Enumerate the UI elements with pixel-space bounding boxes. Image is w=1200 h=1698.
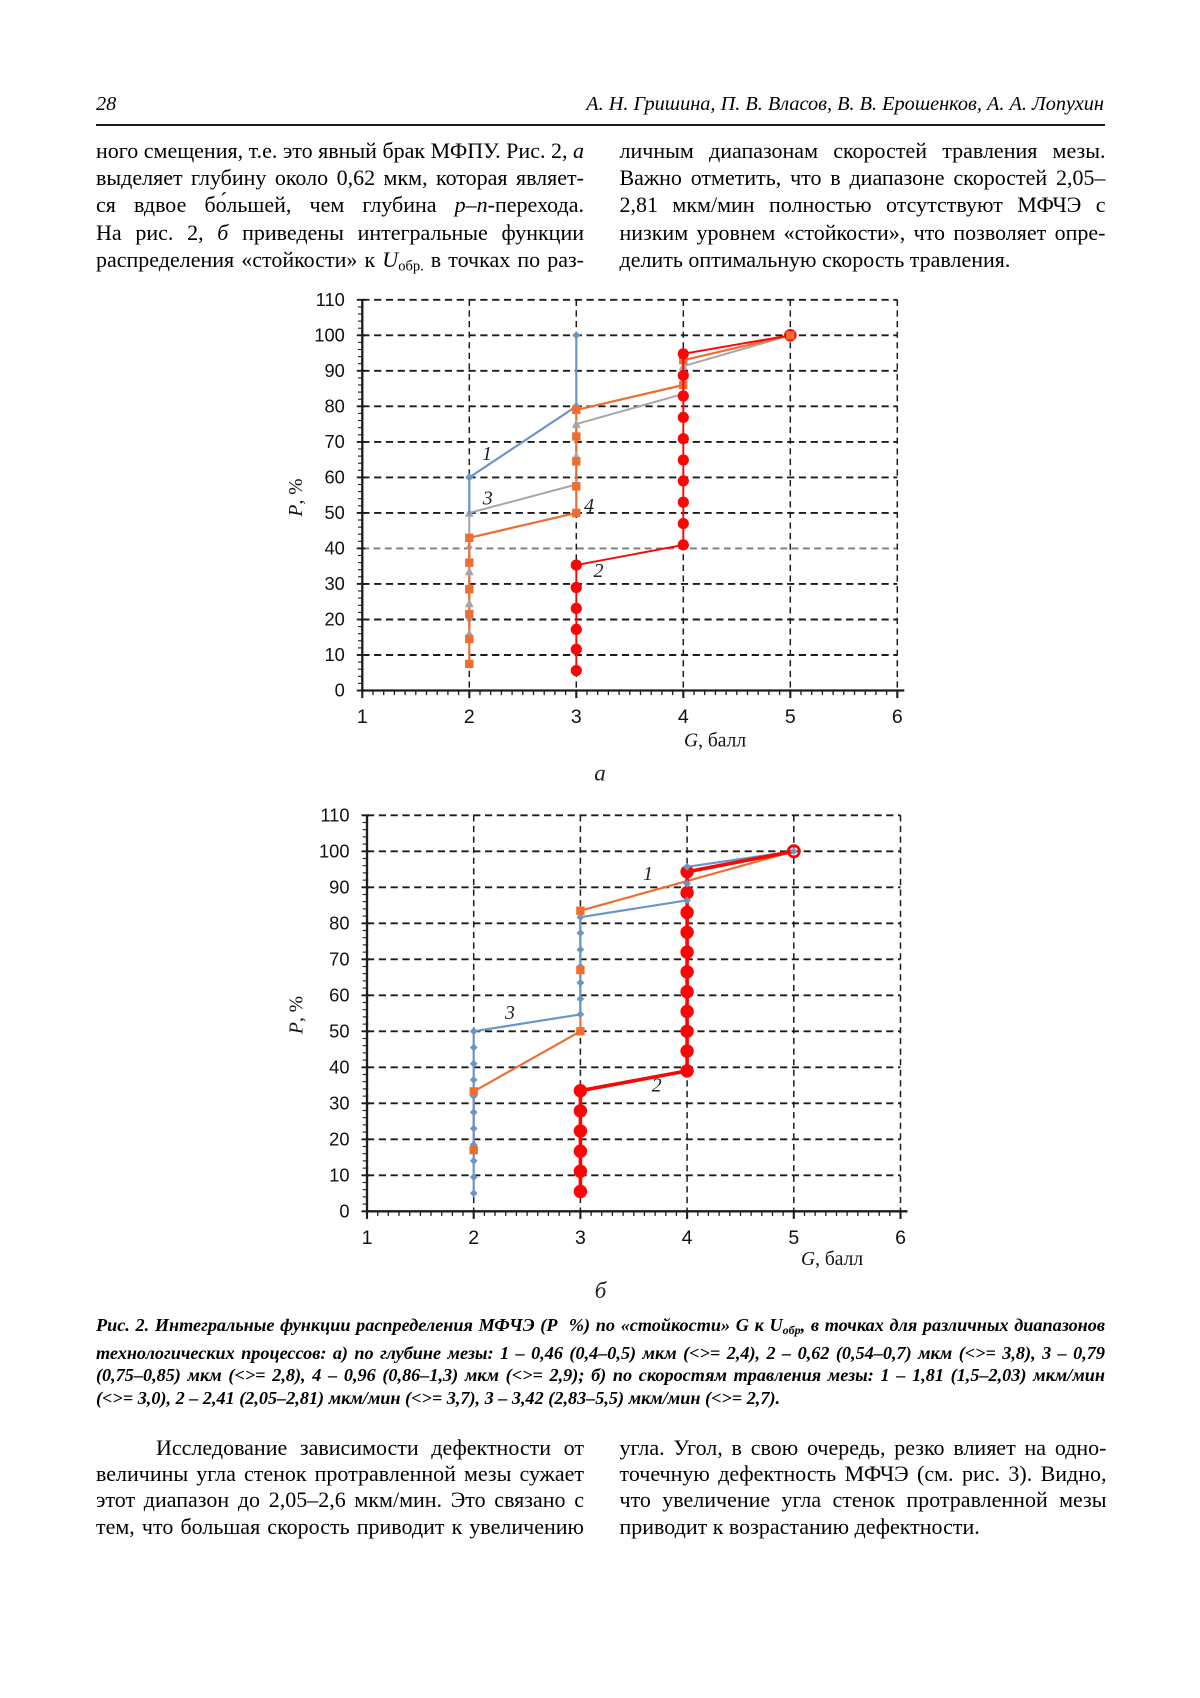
svg-text:4: 4 — [584, 495, 594, 517]
svg-text:2: 2 — [652, 1075, 662, 1097]
svg-text:100: 100 — [319, 841, 350, 862]
svg-text:3: 3 — [482, 488, 493, 510]
svg-text:3: 3 — [571, 706, 582, 728]
svg-text:50: 50 — [329, 1021, 349, 1042]
svg-text:1: 1 — [643, 863, 653, 885]
svg-text:0: 0 — [339, 1201, 349, 1222]
svg-text:1: 1 — [482, 443, 492, 465]
svg-text:80: 80 — [329, 913, 349, 934]
svg-text:а: а — [594, 761, 606, 786]
svg-text:30: 30 — [329, 1093, 349, 1114]
svg-text:110: 110 — [316, 289, 345, 310]
svg-text:10: 10 — [329, 1165, 349, 1186]
svg-text:10: 10 — [324, 644, 344, 665]
svg-text:б: б — [595, 1278, 608, 1303]
svg-text:90: 90 — [329, 877, 349, 898]
svg-text:3: 3 — [575, 1227, 586, 1249]
svg-text:30: 30 — [324, 573, 344, 594]
svg-text:70: 70 — [324, 431, 344, 452]
svg-text:90: 90 — [324, 360, 344, 381]
svg-text:5: 5 — [785, 706, 796, 728]
svg-text:60: 60 — [329, 985, 349, 1006]
svg-text:110: 110 — [320, 805, 349, 826]
svg-text:4: 4 — [682, 1227, 693, 1249]
svg-text:2: 2 — [468, 1227, 479, 1249]
svg-text:2: 2 — [594, 560, 604, 582]
svg-text:0: 0 — [335, 680, 345, 701]
svg-text:1: 1 — [362, 1227, 373, 1249]
svg-text:5: 5 — [788, 1227, 799, 1249]
svg-text:6: 6 — [895, 1227, 906, 1249]
svg-text:40: 40 — [324, 538, 344, 559]
svg-text:6: 6 — [892, 706, 903, 728]
svg-text:2: 2 — [464, 706, 475, 728]
svg-text:P, %: P, % — [287, 996, 308, 1035]
svg-text:70: 70 — [329, 949, 349, 970]
svg-text:G, балл: G, балл — [801, 1249, 863, 1270]
svg-text:40: 40 — [329, 1057, 349, 1078]
svg-text:60: 60 — [324, 467, 344, 488]
svg-text:3: 3 — [504, 1002, 515, 1024]
svg-text:4: 4 — [678, 706, 689, 728]
svg-text:1: 1 — [357, 706, 368, 728]
svg-text:20: 20 — [324, 609, 344, 630]
svg-text:P, %: P, % — [286, 479, 307, 518]
svg-text:G, балл: G, балл — [684, 731, 746, 752]
svg-text:50: 50 — [324, 502, 344, 523]
svg-text:20: 20 — [329, 1129, 349, 1150]
svg-text:80: 80 — [324, 396, 344, 417]
svg-text:100: 100 — [314, 325, 345, 346]
